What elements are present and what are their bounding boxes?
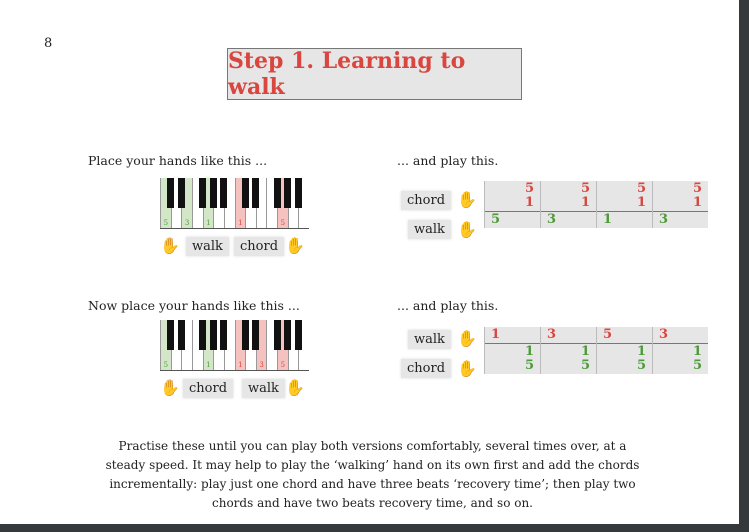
white-key — [266, 320, 277, 370]
white-key — [191, 320, 203, 370]
white-key: 1 — [234, 178, 246, 228]
white-key — [191, 178, 203, 228]
grid-cell: 1 — [596, 211, 653, 228]
black-key — [199, 320, 207, 350]
grid-cell: 3 — [652, 211, 708, 228]
section2-left-caption: Now place your hands like this ... — [88, 298, 300, 313]
left-hand-icon: ✋ — [160, 236, 180, 255]
black-key — [209, 320, 217, 350]
finger-number: 3 — [184, 219, 190, 227]
grid-cell: 5 — [596, 327, 653, 344]
section1-left-caption: Place your hands like this ... — [88, 153, 268, 168]
row-label: chord — [401, 191, 452, 210]
title-text: Step 1. Learning to walk — [228, 48, 466, 100]
black-key — [294, 320, 302, 350]
finger-number: 5 — [280, 219, 286, 227]
page-number: 8 — [44, 36, 53, 51]
grid-cell: 5 — [484, 211, 541, 228]
grid-cell: 1 — [484, 327, 541, 344]
grid-cell: 3 — [540, 211, 597, 228]
black-key — [252, 178, 260, 208]
grid-cell: 3 — [652, 327, 708, 344]
white-key: 5 — [160, 320, 171, 370]
right-hand-icon: ✋ — [457, 190, 477, 209]
instruction-paragraph: Practise these until you can play both v… — [105, 439, 640, 510]
finger-number: 1 — [206, 219, 211, 227]
black-key — [273, 178, 281, 208]
black-key — [252, 320, 260, 350]
black-key — [284, 320, 292, 350]
row-label: chord — [401, 359, 452, 378]
section1-right-caption: ... and play this. — [397, 153, 499, 168]
black-key — [273, 320, 281, 350]
black-key — [199, 178, 207, 208]
finger-number: 1 — [238, 361, 243, 369]
black-key — [241, 178, 249, 208]
left-hand-icon: ✋ — [457, 220, 477, 239]
keyboard-diagram-2: 5 1 1 3 5 — [160, 320, 309, 371]
black-key — [220, 320, 228, 350]
finger-number: 1 — [206, 361, 211, 369]
finger-number: 1 — [238, 219, 243, 227]
finger-number: 5 — [163, 361, 169, 369]
section2-right-caption: ... and play this. — [397, 298, 499, 313]
finger-number: 3 — [259, 361, 264, 369]
finger-number: 5 — [280, 361, 286, 369]
hand-label: walk — [242, 379, 285, 398]
hand-label: chord — [183, 379, 234, 398]
right-hand-icon: ✋ — [285, 378, 305, 397]
grid-cell: 3 — [540, 327, 597, 344]
white-key: 1 — [234, 320, 246, 370]
black-key — [241, 320, 249, 350]
left-hand-icon: ✋ — [160, 378, 180, 397]
row-label: walk — [408, 330, 451, 349]
black-key — [220, 178, 228, 208]
black-key — [167, 320, 175, 350]
right-hand-icon: ✋ — [457, 329, 477, 348]
keyboard-diagram-1: 5 3 1 1 5 — [160, 178, 309, 229]
black-key — [294, 178, 302, 208]
finger-number: 5 — [163, 219, 169, 227]
hand-label: chord — [234, 237, 285, 256]
black-key — [209, 178, 217, 208]
left-hand-icon: ✋ — [457, 359, 477, 378]
row-label: walk — [408, 220, 451, 239]
white-key — [266, 178, 277, 228]
white-key: 5 — [160, 178, 171, 228]
hand-label: walk — [186, 237, 229, 256]
black-key — [177, 178, 185, 208]
black-key — [284, 178, 292, 208]
black-key — [167, 178, 175, 208]
black-key — [177, 320, 185, 350]
page-title: Step 1. Learning to walk — [227, 48, 522, 100]
document-page: 8 Step 1. Learning to walk Place your ha… — [0, 0, 739, 524]
right-hand-icon: ✋ — [285, 236, 305, 255]
